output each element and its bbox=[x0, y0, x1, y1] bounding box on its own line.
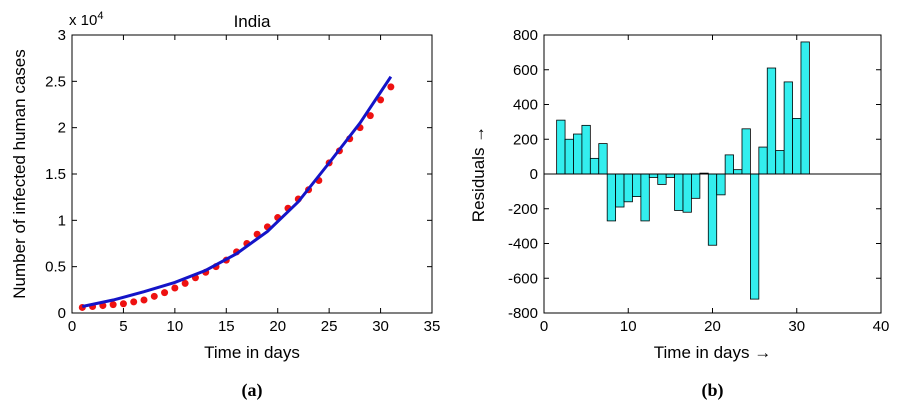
y-tick-label: -800 bbox=[508, 305, 538, 322]
y-axis-label: Residuals → bbox=[469, 126, 488, 222]
bar bbox=[792, 118, 802, 175]
y-tick-label: 800 bbox=[513, 27, 538, 44]
x-tick-label: 40 bbox=[873, 318, 890, 335]
bar bbox=[640, 173, 650, 222]
y-tick-label: 3 bbox=[58, 27, 66, 44]
data-point bbox=[130, 298, 138, 306]
x-tick-label: 0 bbox=[68, 318, 76, 335]
y-tick-label: -600 bbox=[508, 270, 538, 287]
y-tick-label: 200 bbox=[513, 131, 538, 148]
x-tick-label: 20 bbox=[704, 318, 721, 335]
x-tick-label: 15 bbox=[218, 318, 235, 335]
data-point bbox=[366, 112, 374, 120]
y-tick-label: 0.5 bbox=[45, 259, 66, 276]
data-point bbox=[119, 300, 127, 308]
x-axis-label: Time in days bbox=[204, 343, 300, 362]
data-point bbox=[109, 301, 117, 309]
x-tick-label: 10 bbox=[620, 318, 637, 335]
y-tick-label: 2.5 bbox=[45, 73, 66, 90]
x-tick-label: 25 bbox=[321, 318, 338, 335]
y-tick-label: 1 bbox=[58, 212, 66, 229]
bar bbox=[775, 150, 785, 175]
bar bbox=[665, 173, 675, 178]
bar bbox=[674, 173, 684, 211]
multiplier-base: x 10 bbox=[69, 12, 97, 29]
chart: 0 10 20 30 40 -800 -600 -400 -200 0 200 400 600 800 Ti… bbox=[469, 27, 889, 401]
y-tick-label: 1.5 bbox=[45, 166, 66, 183]
x-tick-label: 30 bbox=[372, 318, 389, 335]
bar bbox=[733, 169, 743, 175]
bar bbox=[615, 173, 625, 208]
bar bbox=[564, 138, 574, 175]
x-tick-label: 0 bbox=[540, 318, 548, 335]
x-tick-label: 30 bbox=[788, 318, 805, 335]
y-tick-label: 600 bbox=[513, 62, 538, 79]
bar bbox=[741, 128, 751, 175]
bar bbox=[606, 173, 617, 222]
x-tick-label: 20 bbox=[269, 318, 286, 335]
axes-frame bbox=[71, 34, 433, 314]
multiplier-exp: 4 bbox=[97, 10, 103, 22]
y-tick-label: 0 bbox=[530, 166, 538, 183]
plot-area bbox=[72, 35, 432, 313]
bar bbox=[758, 146, 768, 175]
x-tick-label: 5 bbox=[119, 318, 127, 335]
bar bbox=[556, 119, 566, 175]
axes-frame bbox=[543, 34, 882, 314]
bar bbox=[581, 124, 591, 175]
bar bbox=[716, 173, 726, 196]
bar bbox=[800, 41, 810, 175]
fit-line bbox=[81, 75, 393, 308]
data-point bbox=[140, 296, 148, 304]
x-tick-label: 35 bbox=[424, 318, 441, 335]
bar bbox=[589, 157, 600, 175]
bar bbox=[783, 81, 793, 175]
bar bbox=[691, 173, 701, 199]
y-tick-label: 2 bbox=[58, 120, 66, 137]
data-point bbox=[161, 289, 169, 297]
bar bbox=[682, 173, 692, 213]
y-tick-label: 0 bbox=[58, 305, 66, 322]
data-point bbox=[181, 279, 189, 287]
bar bbox=[707, 173, 718, 246]
x-axis-label: Time in days → bbox=[654, 343, 771, 362]
bar bbox=[598, 143, 608, 175]
chart: 0 5 10 15 20 25 30 35 0 0.5 1 1.5 2 2.5 3 India x 104 Tim… bbox=[10, 10, 440, 401]
bar bbox=[750, 173, 760, 300]
bar bbox=[623, 173, 633, 203]
data-point bbox=[377, 96, 385, 104]
x-tick-label: 10 bbox=[167, 318, 184, 335]
axis-multiplier: x 104 bbox=[69, 10, 103, 29]
data-point bbox=[387, 83, 395, 91]
bar bbox=[766, 67, 777, 175]
bar bbox=[657, 173, 667, 185]
data-point bbox=[171, 284, 179, 292]
data-point bbox=[150, 292, 158, 300]
caption: (a) bbox=[242, 380, 263, 401]
bar bbox=[648, 173, 659, 178]
bar bbox=[724, 154, 734, 175]
caption: (b) bbox=[702, 380, 724, 401]
y-tick-label: 400 bbox=[513, 97, 538, 114]
bar bbox=[573, 133, 583, 175]
y-axis-label: Number of infected human cases bbox=[10, 49, 29, 298]
chart-title: India bbox=[234, 12, 271, 31]
y-tick-label: -400 bbox=[508, 236, 538, 253]
bar bbox=[632, 173, 642, 197]
y-tick-label: -200 bbox=[508, 201, 538, 218]
